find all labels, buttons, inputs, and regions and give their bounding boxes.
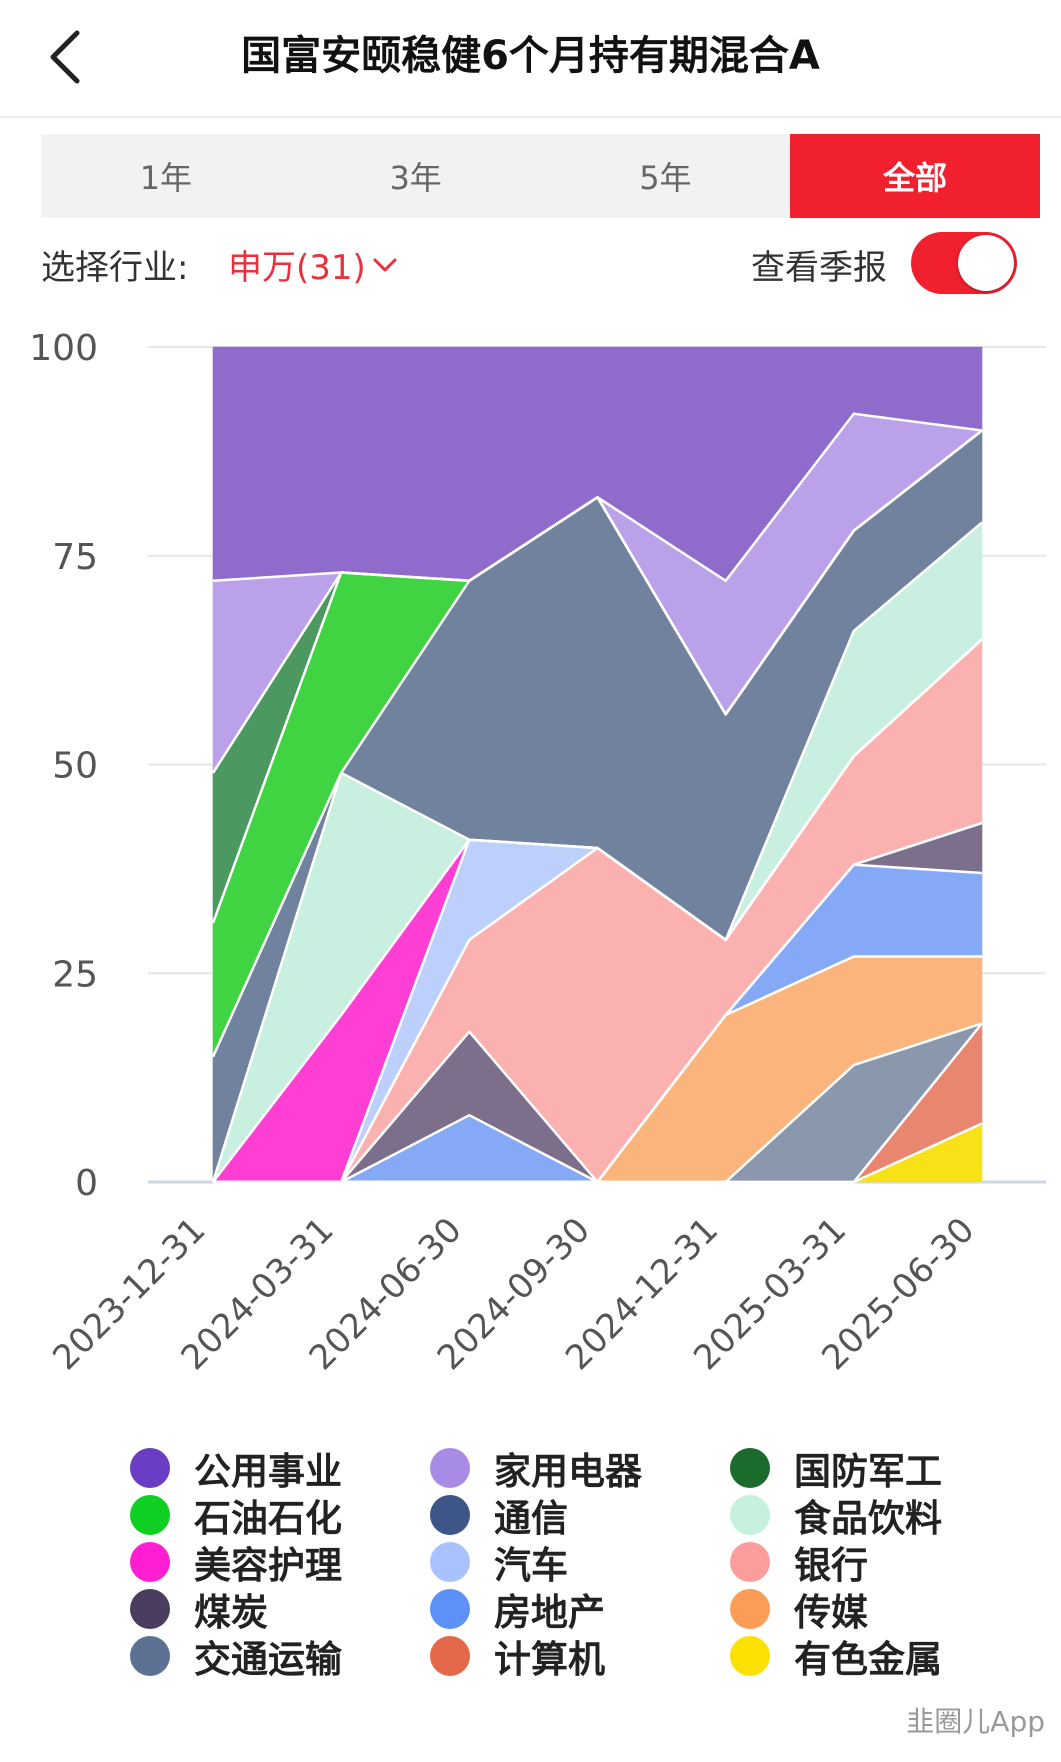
legend-label: 房地产 bbox=[494, 1591, 605, 1634]
legend-item[interactable]: 银行 bbox=[730, 1539, 868, 1587]
toggle-knob bbox=[958, 235, 1014, 291]
y-tick-label: 100 bbox=[29, 328, 98, 369]
legend-item[interactable]: 石油石化 bbox=[130, 1492, 342, 1540]
legend-item[interactable]: 房地产 bbox=[430, 1586, 605, 1634]
legend-label: 国防军工 bbox=[794, 1450, 942, 1493]
legend-swatch bbox=[730, 1495, 770, 1535]
legend-swatch bbox=[430, 1542, 470, 1582]
legend-item[interactable]: 家用电器 bbox=[430, 1445, 642, 1493]
legend-label: 汽车 bbox=[494, 1544, 568, 1587]
industry-allocation-chart: 02550751002023-12-312024-03-312024-06-30… bbox=[29, 328, 1046, 1378]
legend-item[interactable]: 美容护理 bbox=[130, 1539, 342, 1587]
filter-row: 选择行业: 申万(31) 查看季报 bbox=[41, 232, 1041, 298]
legend-label: 公用事业 bbox=[194, 1450, 342, 1493]
legend-swatch bbox=[430, 1636, 470, 1676]
legend-label: 煤炭 bbox=[194, 1591, 268, 1634]
area-layer bbox=[212, 346, 983, 1183]
chevron-down-icon bbox=[373, 258, 397, 271]
legend-swatch bbox=[430, 1495, 470, 1535]
tab-5y[interactable]: 5年 bbox=[639, 159, 692, 197]
y-tick-label: 50 bbox=[52, 746, 98, 787]
boundary-line-layer bbox=[211, 412, 983, 1184]
tab-1y[interactable]: 1年 bbox=[139, 159, 193, 197]
back-button[interactable] bbox=[30, 22, 100, 92]
period-tabs: 1年 3年 5年 全部 bbox=[41, 134, 1040, 218]
legend-item[interactable]: 有色金属 bbox=[730, 1633, 942, 1681]
legend-swatch bbox=[730, 1636, 770, 1676]
industry-filter-label: 选择行业: bbox=[41, 248, 189, 288]
legend-label: 美容护理 bbox=[194, 1544, 342, 1587]
legend-item[interactable]: 国防军工 bbox=[730, 1445, 942, 1493]
legend-item[interactable]: 公用事业 bbox=[130, 1445, 342, 1493]
quarterly-report-label: 查看季报 bbox=[751, 248, 887, 288]
y-tick-label: 25 bbox=[52, 954, 98, 995]
series-boundary-line bbox=[212, 412, 983, 583]
watermark: 韭圈儿App bbox=[906, 1705, 1045, 1738]
tab-all[interactable]: 全部 bbox=[790, 134, 1040, 218]
legend-label: 有色金属 bbox=[794, 1638, 942, 1681]
legend-item[interactable]: 计算机 bbox=[430, 1633, 605, 1681]
y-tick-label: 75 bbox=[52, 537, 98, 578]
legend-item[interactable]: 煤炭 bbox=[130, 1586, 268, 1634]
legend-swatch bbox=[730, 1542, 770, 1582]
legend-label: 食品饮料 bbox=[794, 1497, 942, 1540]
legend-swatch bbox=[730, 1589, 770, 1629]
legend-item[interactable]: 传媒 bbox=[730, 1586, 868, 1634]
legend-item[interactable]: 通信 bbox=[430, 1492, 568, 1540]
industry-select[interactable]: 申万(31) bbox=[228, 240, 398, 289]
legend-label: 传媒 bbox=[794, 1591, 868, 1634]
legend-swatch bbox=[130, 1495, 170, 1535]
chevron-left-icon bbox=[50, 30, 80, 84]
quarterly-report-toggle[interactable] bbox=[911, 232, 1017, 294]
legend-swatch bbox=[130, 1636, 170, 1676]
legend-label: 通信 bbox=[494, 1497, 568, 1540]
legend-swatch bbox=[130, 1542, 170, 1582]
legend-swatch bbox=[430, 1589, 470, 1629]
legend-label: 交通运输 bbox=[194, 1638, 342, 1681]
y-tick-label: 0 bbox=[75, 1163, 98, 1204]
legend-swatch bbox=[130, 1448, 170, 1488]
legend-swatch bbox=[430, 1448, 470, 1488]
legend-swatch bbox=[730, 1448, 770, 1488]
tab-3y[interactable]: 3年 bbox=[389, 159, 442, 197]
legend-label: 石油石化 bbox=[194, 1497, 342, 1540]
legend-label: 家用电器 bbox=[494, 1450, 642, 1493]
legend-swatch bbox=[130, 1589, 170, 1629]
header-bar: 国富安颐稳健6个月持有期混合A bbox=[0, 0, 1061, 118]
legend-label: 银行 bbox=[794, 1544, 868, 1587]
industry-select-value: 申万(31) bbox=[228, 248, 366, 288]
legend-label: 计算机 bbox=[494, 1638, 605, 1681]
legend-item[interactable]: 交通运输 bbox=[130, 1633, 342, 1681]
legend-item[interactable]: 食品饮料 bbox=[730, 1492, 942, 1540]
page-title: 国富安颐稳健6个月持有期混合A bbox=[241, 33, 820, 79]
legend-item[interactable]: 汽车 bbox=[430, 1539, 568, 1587]
